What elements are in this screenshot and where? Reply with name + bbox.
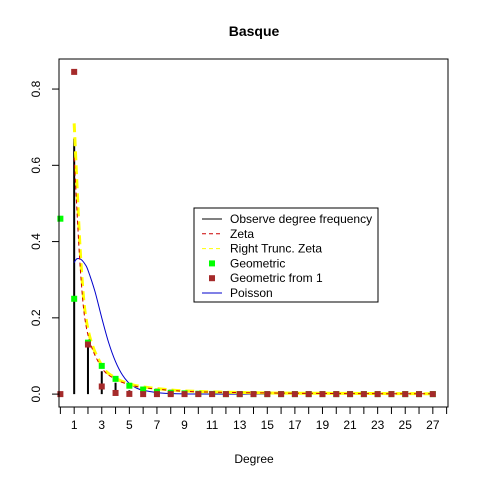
geometric-from-1-point	[429, 391, 436, 398]
geometric-from-1-point	[416, 391, 423, 398]
chart-title: Basque	[229, 23, 280, 39]
x-tick-label: 17	[288, 418, 302, 432]
legend-label: Geometric from 1	[230, 271, 323, 285]
geometric-point	[112, 375, 119, 382]
geometric-point	[71, 295, 78, 302]
geometric-from-1-point	[278, 391, 285, 398]
geometric-from-1-point	[333, 391, 340, 398]
y-tick-label: 0.0	[29, 385, 43, 402]
geometric-from-1-point	[236, 391, 243, 398]
geometric-from-1-point	[319, 391, 326, 398]
geometric-from-1-point	[374, 391, 381, 398]
x-tick-label: 23	[371, 418, 385, 432]
geometric-from-1-point	[347, 391, 354, 398]
legend-label: Right Trunc. Zeta	[230, 242, 322, 256]
x-tick-label: 13	[233, 418, 247, 432]
x-axis-label: Degree	[234, 452, 274, 466]
geometric-point	[57, 215, 64, 222]
x-tick-label: 21	[343, 418, 357, 432]
x-tick-label: 15	[261, 418, 275, 432]
geometric-from-1-point	[402, 391, 409, 398]
legend-label: Geometric	[230, 256, 285, 270]
geometric-from-1-point	[305, 391, 312, 398]
geometric-from-1-point	[250, 391, 257, 398]
y-tick-label: 0.8	[29, 80, 43, 97]
legend-swatch-geometric-from-1	[209, 275, 215, 282]
geometric-from-1-point	[195, 391, 202, 398]
x-tick-label: 3	[98, 418, 105, 432]
y-tick-label: 0.4	[29, 233, 43, 250]
geometric-from-1-point	[71, 68, 78, 75]
x-tick-label: 7	[154, 418, 161, 432]
x-tick-label: 27	[426, 418, 440, 432]
geometric-from-1-point	[209, 391, 216, 398]
x-tick-label: 25	[399, 418, 413, 432]
x-tick-label: 19	[316, 418, 330, 432]
geometric-from-1-point	[98, 383, 105, 390]
right-trunc-zeta-line	[72, 123, 433, 396]
legend-label: Observe degree frequency	[230, 212, 372, 226]
x-tick-label: 11	[206, 418, 219, 432]
x-tick-label: 1	[71, 418, 78, 432]
geometric-from-1-point	[388, 391, 395, 398]
geometric-from-1-point	[360, 391, 367, 398]
geometric-from-1-point	[126, 390, 133, 397]
geometric-from-1-point	[291, 391, 298, 398]
geometric-from-1-point	[222, 391, 229, 398]
x-tick-label: 5	[126, 418, 133, 432]
zeta-line	[73, 157, 433, 395]
legend-label: Zeta	[230, 227, 254, 241]
x-tick-label: 9	[181, 418, 188, 432]
geometric-from-1-point	[57, 391, 64, 398]
legend-label: Poisson	[230, 286, 273, 300]
geometric-from-1-point	[112, 389, 119, 396]
geometric-from-1-point	[84, 341, 91, 348]
plot-area	[57, 68, 436, 398]
geometric-from-1-point	[181, 391, 188, 398]
legend-box	[193, 207, 379, 303]
legend-swatch-geometric	[209, 260, 215, 267]
geometric-from-1-point	[167, 391, 174, 398]
geometric-from-1-point	[264, 391, 271, 398]
geometric-point	[126, 382, 133, 389]
geometric-from-1-point	[140, 391, 147, 398]
geometric-from-1-point	[153, 391, 160, 398]
geometric-point	[140, 386, 147, 393]
y-tick-label: 0.2	[29, 309, 43, 326]
geometric-point	[98, 362, 105, 369]
y-tick-label: 0.6	[29, 157, 43, 174]
